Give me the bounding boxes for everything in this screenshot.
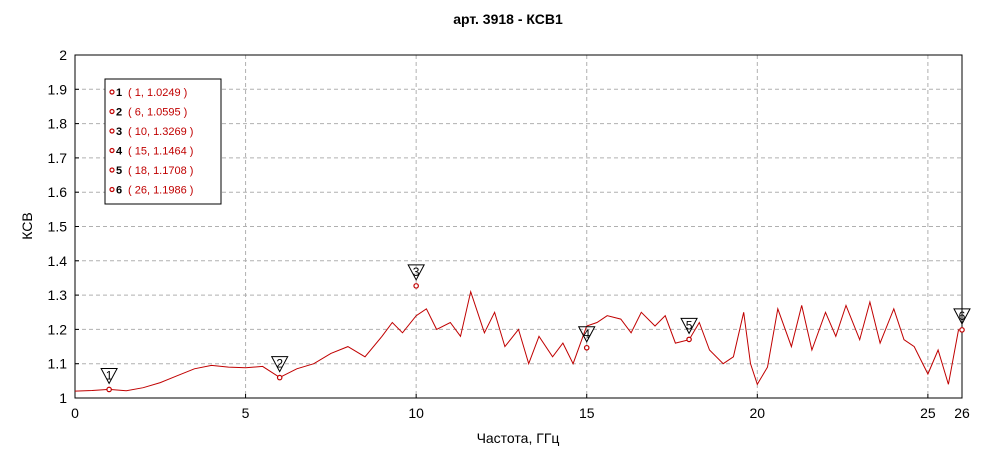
y-tick-label: 2 [59,47,67,63]
series-line [74,289,960,392]
data-series [74,289,960,392]
legend: 1 ( 1, 1.0249 ) 2 ( 6, 1.0595 ) 3 ( 10, 1.326… [104,78,222,205]
marker-label: 1 [106,368,113,382]
legend-marker-dot [109,167,115,173]
marker-triangle [680,317,698,335]
marker-triangle [270,356,289,373]
marker-point [583,344,590,351]
x-tick-label: 26 [954,405,970,421]
marker-label: 2 [276,357,283,371]
marker-label: 4 [583,327,590,341]
markers: 1 2 3 4 5 6 [100,264,971,393]
x-axis-label: Частота, ГГц [477,430,560,446]
y-tick-label: 1.2 [48,321,68,337]
chart-title: арт. 3918 - КСВ1 [453,11,563,27]
marker-triangle [953,308,971,325]
x-tick-label: 10 [408,405,424,421]
legend-marker-number: 2 [116,107,122,119]
y-tick-label: 1.9 [48,81,68,97]
legend-marker-number: 1 [116,87,122,99]
legend-marker-value: ( 1, 1.0249 ) [128,87,187,99]
legend-marker-dot [109,128,115,134]
y-tick-label: 1.3 [48,287,68,303]
marker-point [686,336,692,343]
legend-marker-value: ( 15, 1.1464 ) [128,146,193,158]
legend-marker-number: 4 [116,146,123,158]
legend-marker-dot [109,147,115,154]
marker-label: 3 [413,265,420,279]
marker-point [959,327,965,333]
y-axis-label: КСВ [19,212,35,239]
y-tick-label: 1.4 [48,253,68,269]
y-tick-label: 1 [59,390,67,406]
y-tick-label: 1.6 [48,184,68,200]
legend-marker-number: 3 [116,126,122,138]
legend-marker-dot [109,186,115,193]
legend-marker-number: 6 [116,185,122,197]
marker-point [106,386,112,393]
legend-marker-value: ( 6, 1.0595 ) [128,107,187,119]
legend-marker-number: 5 [116,165,122,177]
legend-marker-value: ( 26, 1.1986 ) [128,185,193,197]
legend-box [104,78,222,205]
legend-marker-dot [109,89,115,95]
x-tick-label: 0 [71,405,79,421]
y-tick-label: 1.5 [48,219,68,235]
marker-triangle [100,367,118,385]
marker-point [413,283,419,289]
legend-marker-value: ( 10, 1.3269 ) [128,126,193,138]
y-tick-label: 1.7 [48,150,68,166]
marker-triangle [407,264,425,281]
marker-label: 5 [686,318,693,332]
marker-label: 6 [959,309,966,323]
x-tick-label: 25 [920,405,936,421]
legend-marker-value: ( 18, 1.1708 ) [128,165,193,177]
y-tick-label: 1.1 [48,356,68,372]
x-tick-label: 20 [750,405,766,421]
legend-marker-dot [109,108,115,115]
x-tick-label: 5 [242,405,250,421]
axis-ticks: 11.11.21.31.41.51.61.71.81.920 5 10 15 20 25 2… [48,47,970,421]
marker-point [276,374,283,381]
marker-triangle [577,326,596,343]
x-tick-label: 15 [579,405,595,421]
y-tick-label: 1.8 [48,116,68,132]
